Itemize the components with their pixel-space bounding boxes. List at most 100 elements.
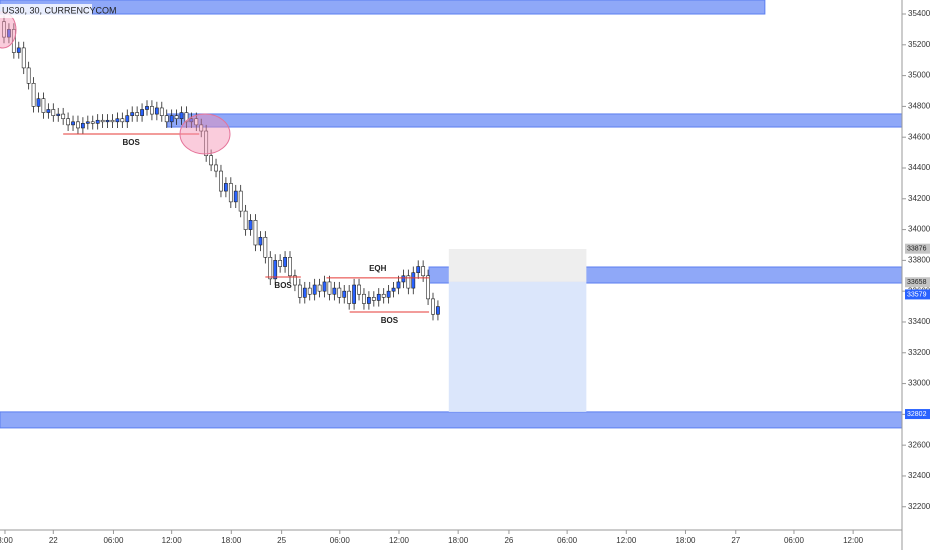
x-tick-label: 8:00 xyxy=(0,536,13,545)
candle-body xyxy=(337,287,342,298)
candle-body xyxy=(135,112,140,116)
x-tick-label: 18:00 xyxy=(675,536,696,545)
candle-body xyxy=(169,115,174,123)
y-tick-label: 34400 xyxy=(908,163,931,172)
y-tick-label: 35400 xyxy=(908,9,931,18)
candle-body xyxy=(376,293,381,301)
candle-body xyxy=(258,236,263,246)
candle-body xyxy=(189,118,194,123)
candle-body xyxy=(248,220,253,230)
y-tick-label: 34800 xyxy=(908,102,931,111)
x-tick-label: 06:00 xyxy=(784,536,805,545)
candle-body xyxy=(120,118,125,123)
candle-body xyxy=(150,106,154,115)
y-tick-label: 32400 xyxy=(908,471,931,480)
candle-body xyxy=(293,275,297,286)
candle-body xyxy=(273,260,278,280)
candle-body xyxy=(243,210,248,230)
candle-body xyxy=(16,47,21,53)
candle-body xyxy=(371,297,376,301)
candle-body xyxy=(204,130,209,156)
candle-body xyxy=(90,121,95,124)
candle-body xyxy=(342,290,347,298)
candle-body xyxy=(268,257,273,280)
candle-body xyxy=(391,287,396,292)
y-tick-label: 33200 xyxy=(908,348,931,357)
price-label-bg xyxy=(905,277,930,288)
candle-body xyxy=(159,107,164,116)
candle-body xyxy=(263,236,268,258)
candle-body xyxy=(332,287,337,295)
candle-body xyxy=(36,98,41,107)
candle-body xyxy=(431,298,435,315)
candle-body xyxy=(7,29,11,38)
x-tick-label: 25 xyxy=(277,536,286,545)
x-tick-label: 06:00 xyxy=(557,536,578,545)
y-tick-label: 33000 xyxy=(908,379,931,388)
candle-body xyxy=(184,112,189,123)
candle-body xyxy=(115,118,120,123)
y-tick-label: 35200 xyxy=(908,40,931,49)
candle-body xyxy=(421,266,426,277)
x-tick-label: 26 xyxy=(504,536,513,545)
x-tick-label: 18:00 xyxy=(448,536,469,545)
candle-body xyxy=(41,98,46,113)
candle-body xyxy=(416,266,421,273)
candle-body xyxy=(219,170,223,192)
candle-body xyxy=(401,275,406,283)
candle-body xyxy=(209,155,214,166)
x-tick-label: 27 xyxy=(731,536,740,545)
candle-body xyxy=(253,220,258,246)
candle-body xyxy=(80,123,85,129)
candle-body xyxy=(228,183,233,203)
annotation-label: BOS xyxy=(381,316,399,325)
candle-body xyxy=(164,115,169,123)
y-tick-label: 32600 xyxy=(908,440,931,449)
candle-body xyxy=(145,106,149,110)
price-label: 33658 xyxy=(907,279,927,286)
y-tick-label: 34600 xyxy=(908,132,931,141)
candle-body xyxy=(223,183,228,192)
annotation-label: EQH xyxy=(369,264,387,273)
candle-body xyxy=(154,107,159,115)
candle-body xyxy=(366,297,371,304)
price-label: 33579 xyxy=(907,291,927,298)
candle-body xyxy=(66,118,70,126)
y-tick-label: 34200 xyxy=(908,194,931,203)
candle-body xyxy=(327,281,332,295)
candle-body xyxy=(199,124,204,132)
zone xyxy=(0,0,766,15)
candle-body xyxy=(95,119,100,124)
candle-body xyxy=(214,164,218,172)
candle-body xyxy=(71,121,75,126)
price-label-bg xyxy=(905,243,930,254)
candle-body xyxy=(436,306,440,315)
candle-body xyxy=(238,190,243,212)
x-tick-label: 12:00 xyxy=(616,536,637,545)
candle-body xyxy=(26,67,31,84)
y-tick-label: 32200 xyxy=(908,502,931,511)
candle-body xyxy=(362,293,366,304)
candle-body xyxy=(56,113,61,116)
candle-body xyxy=(307,287,312,295)
candle-body xyxy=(100,119,105,123)
candle-body xyxy=(2,21,6,38)
candle-body xyxy=(51,109,56,116)
candle-body xyxy=(347,290,352,304)
y-tick-label: 33800 xyxy=(908,255,931,264)
candle-body xyxy=(312,284,317,295)
zone xyxy=(448,281,587,412)
y-tick-label: 35000 xyxy=(908,71,931,80)
x-tick-label: 12:00 xyxy=(389,536,410,545)
candle-body xyxy=(302,287,307,298)
candle-body xyxy=(352,284,357,304)
candle-body xyxy=(21,47,26,69)
candle-body xyxy=(396,281,401,289)
x-tick-label: 22 xyxy=(49,536,58,545)
price-label-bg xyxy=(905,289,930,300)
candle-body xyxy=(278,260,283,267)
zone xyxy=(448,248,587,282)
candle-body xyxy=(411,272,416,289)
candle-body xyxy=(233,190,238,203)
